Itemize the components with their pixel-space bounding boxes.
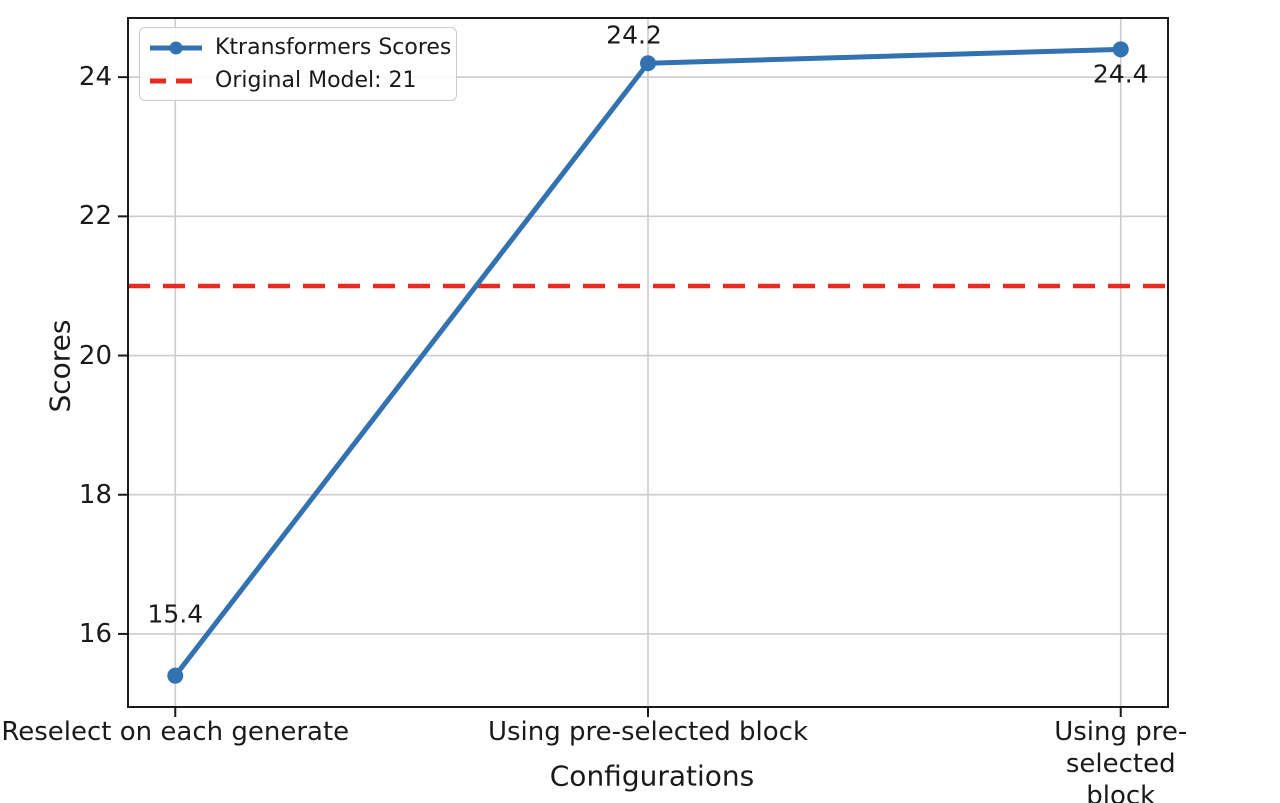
y-tick-label: 24 [78,62,112,93]
legend-dashed-line-sample-icon [150,78,202,83]
y-tick-label: 16 [78,618,112,649]
y-tick-label: 20 [78,340,112,371]
x-axis-label: Configurations [549,759,755,793]
data-point-label: 24.4 [1092,59,1149,89]
x-tick-label: Reselect on each generate [1,717,350,747]
data-point-marker [640,55,656,72]
data-point-marker [1112,41,1129,58]
legend-line-marker-sample-icon [150,41,202,54]
legend-item-reference: Original Model: 21 [150,66,446,96]
legend-label-reference: Original Model: 21 [215,68,417,93]
y-tick-label: 18 [78,479,112,510]
data-point-label: 24.2 [606,20,662,50]
y-tick-label: 22 [78,201,112,232]
legend: Ktransformers Scores Original Model: 21 [139,27,457,101]
x-tick-label: Using pre-selected block First two layer… [1054,717,1188,803]
data-point-label: 15.4 [147,599,204,629]
legend-item-series: Ktransformers Scores [150,33,451,63]
data-point-marker [167,667,184,684]
legend-label-series: Ktransformers Scores [215,35,452,60]
x-tick-label: Using pre-selected block [487,717,809,747]
